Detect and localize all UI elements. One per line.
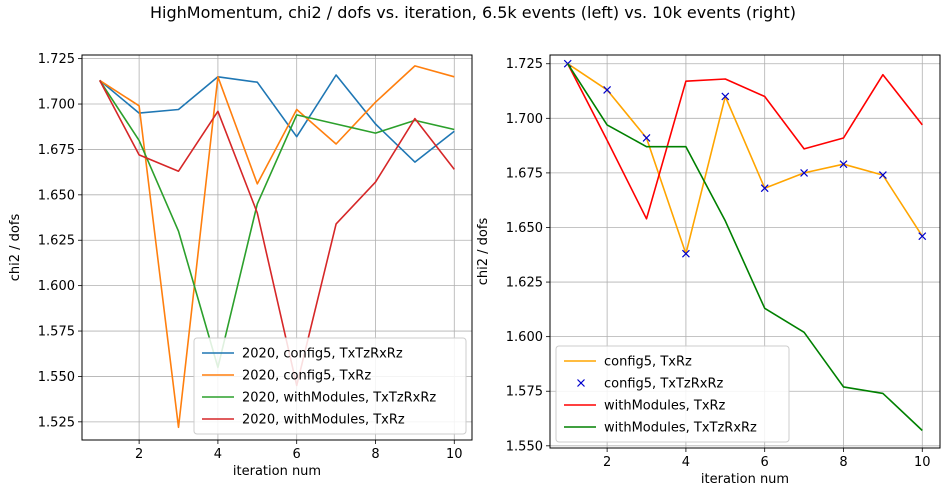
x-tick-label: 8 xyxy=(371,447,379,462)
series-group xyxy=(98,65,455,429)
y-tick-label: 1.625 xyxy=(38,234,75,249)
series-line xyxy=(567,63,923,432)
x-tick-label: 10 xyxy=(914,455,931,470)
y-tick-label: 1.650 xyxy=(38,188,75,203)
y-tick-label: 1.600 xyxy=(38,279,75,294)
data-point-marker xyxy=(839,160,848,169)
marker-stroke xyxy=(839,160,848,169)
legend-box xyxy=(193,337,467,435)
legend: 2020, config5, TxTzRxRz 2020, config5, Tx… xyxy=(193,337,467,435)
marker-stroke xyxy=(760,184,769,193)
legend-label: config5, TxTzRxRz xyxy=(604,377,723,392)
marker-stroke xyxy=(878,171,887,180)
marker-stroke xyxy=(681,249,690,258)
x-axis-label: iteration num xyxy=(701,472,789,487)
series-group xyxy=(563,59,927,432)
marker-stroke xyxy=(800,168,809,177)
data-point-marker xyxy=(760,184,769,193)
x-tick-label: 10 xyxy=(446,447,463,462)
data-point-marker xyxy=(603,86,612,94)
y-axis-label: chi2 / dofs xyxy=(476,218,491,286)
y-tick-label: 1.725 xyxy=(506,57,543,72)
y-tick-label: 1.625 xyxy=(506,276,543,291)
data-point-marker xyxy=(721,92,730,101)
subplot-left: 2 4 6 8 10 1.525 1.550 1.575 1.600 1.625 1.650 1.67… xyxy=(8,52,473,479)
subplot-right: 2 4 6 8 10 1.550 1.575 1.600 1.625 1.650 1.675 1.70… xyxy=(476,54,941,487)
data-point-marker xyxy=(642,134,651,142)
marker-stroke xyxy=(721,92,730,101)
series-line xyxy=(98,80,455,387)
y-tick-label: 1.650 xyxy=(506,221,543,236)
series-line xyxy=(99,79,455,369)
x-tick-label: 2 xyxy=(135,447,143,462)
marker-stroke xyxy=(918,232,927,241)
y-tick-label: 1.700 xyxy=(38,98,75,113)
y-tick-label: 1.525 xyxy=(38,415,75,430)
y-tick-label: 1.700 xyxy=(506,112,543,127)
y-tick-label: 1.675 xyxy=(38,143,75,158)
y-tick-label: 1.575 xyxy=(38,325,75,340)
marker-stroke xyxy=(642,134,651,142)
x-tick-label: 2 xyxy=(603,455,611,470)
plot-frame xyxy=(549,54,941,449)
legend-box xyxy=(555,345,790,443)
x-tick-label: 4 xyxy=(682,455,690,470)
legend-label: withModules, TxTzRxRz xyxy=(604,421,757,436)
x-tick-label: 8 xyxy=(839,455,847,470)
figure-title: HighMomentum, chi2 / dofs vs. iteration,… xyxy=(149,3,796,22)
legend-label: 2020, config5, TxRz xyxy=(242,369,371,384)
legend-label: withModules, TxRz xyxy=(604,399,726,414)
legend-label: 2020, config5, TxTzRxRz xyxy=(242,347,403,362)
data-point-marker xyxy=(878,171,887,180)
legend: config5, TxRz config5, TxTzRxRz withModule… xyxy=(555,345,790,443)
legend-label: 2020, withModules, TxTzRxRz xyxy=(242,391,436,406)
y-tick-label: 1.550 xyxy=(506,439,543,454)
marker-stroke xyxy=(603,86,612,94)
y-tick-label: 1.550 xyxy=(38,370,75,385)
data-point-marker xyxy=(681,249,690,258)
x-axis-label: iteration num xyxy=(233,464,321,479)
y-axis-label: chi2 / dofs xyxy=(8,214,23,282)
y-tick-label: 1.725 xyxy=(38,52,75,67)
series-line xyxy=(567,63,923,255)
x-tick-label: 6 xyxy=(761,455,769,470)
series-line xyxy=(99,74,455,163)
y-tick-label: 1.575 xyxy=(506,385,543,400)
data-point-marker xyxy=(800,168,809,177)
x-tick-label: 6 xyxy=(293,447,301,462)
data-point-marker xyxy=(918,232,927,241)
legend-label: 2020, withModules, TxRz xyxy=(242,413,405,428)
legend-marker xyxy=(577,379,585,387)
plot-frame xyxy=(81,54,473,441)
series-line xyxy=(99,65,455,429)
series-line xyxy=(566,63,923,220)
y-tick-label: 1.675 xyxy=(506,166,543,181)
legend-label: config5, TxRz xyxy=(604,355,692,370)
x-tick-label: 4 xyxy=(214,447,222,462)
y-tick-label: 1.600 xyxy=(506,330,543,345)
